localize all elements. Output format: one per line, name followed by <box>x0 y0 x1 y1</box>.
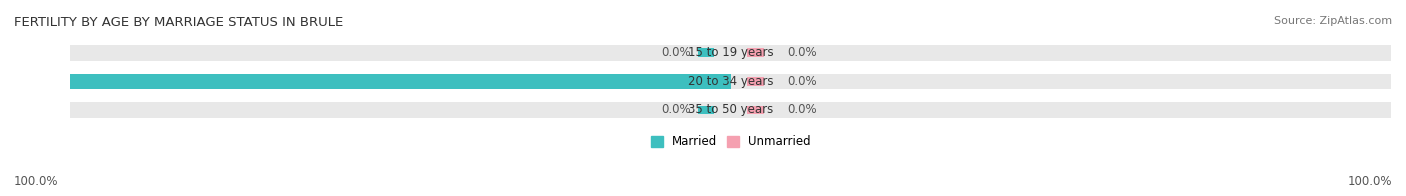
Bar <box>70 102 1391 118</box>
Text: 20 to 34 years: 20 to 34 years <box>688 75 773 88</box>
Text: 15 to 19 years: 15 to 19 years <box>688 46 773 59</box>
Legend: Married, Unmarried: Married, Unmarried <box>651 135 811 148</box>
Bar <box>747 77 763 86</box>
Text: 100.0%: 100.0% <box>13 75 58 88</box>
Text: 35 to 50 years: 35 to 50 years <box>688 103 773 116</box>
Text: Source: ZipAtlas.com: Source: ZipAtlas.com <box>1274 16 1392 26</box>
Text: 100.0%: 100.0% <box>1347 175 1392 188</box>
Text: FERTILITY BY AGE BY MARRIAGE STATUS IN BRULE: FERTILITY BY AGE BY MARRIAGE STATUS IN B… <box>14 16 343 29</box>
Bar <box>697 48 714 57</box>
Bar <box>697 77 714 86</box>
Bar <box>747 106 763 114</box>
Text: 100.0%: 100.0% <box>14 175 59 188</box>
Bar <box>70 74 1391 89</box>
Bar <box>70 74 731 89</box>
Text: 0.0%: 0.0% <box>661 103 692 116</box>
Text: 0.0%: 0.0% <box>787 103 817 116</box>
Text: 0.0%: 0.0% <box>787 75 817 88</box>
Text: 0.0%: 0.0% <box>787 46 817 59</box>
Text: 0.0%: 0.0% <box>661 46 692 59</box>
Bar <box>697 106 714 114</box>
Bar <box>70 45 1391 61</box>
Bar <box>747 48 763 57</box>
